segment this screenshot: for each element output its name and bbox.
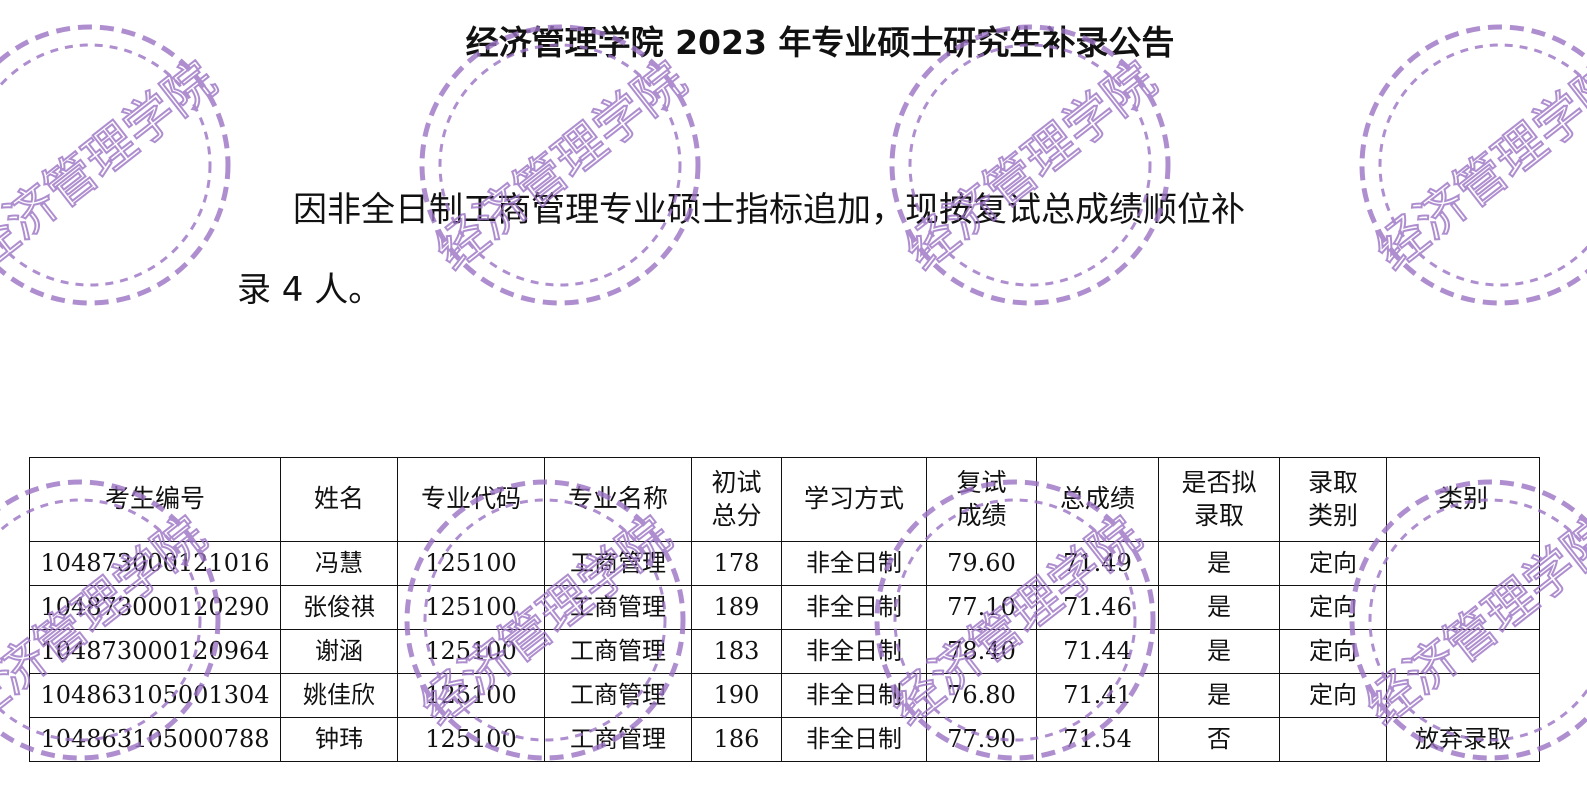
table-cell: 非全日制 bbox=[781, 585, 927, 630]
table-row: 104873000120964 谢涵 125100 工商管理 183 非全日制 78.40 7… bbox=[29, 629, 1540, 674]
table-cell: 非全日制 bbox=[781, 629, 927, 674]
table-cell: 非全日制 bbox=[781, 673, 927, 718]
table-cell bbox=[1279, 717, 1387, 762]
column-header: 学习方式 bbox=[781, 457, 927, 542]
table-cell: 71.54 bbox=[1036, 717, 1159, 762]
table-cell: 定向 bbox=[1279, 629, 1387, 674]
table-cell: 是 bbox=[1158, 673, 1280, 718]
svg-text:经济管理学院: 经济管理学院 bbox=[0, 51, 227, 281]
column-header: 初试 总分 bbox=[691, 457, 782, 542]
table-header-row: 考生编号 姓名 专业代码 专业名称 初试 总分 学习方式 复试 成绩 总成绩 是否拟 录取 录取 … bbox=[29, 457, 1540, 542]
table-cell: 是 bbox=[1158, 585, 1280, 630]
table-cell: 定向 bbox=[1279, 541, 1387, 586]
table-cell: 77.10 bbox=[926, 585, 1037, 630]
table-cell bbox=[1386, 673, 1540, 718]
table-cell: 125100 bbox=[397, 585, 545, 630]
table-cell: 104873000121016 bbox=[29, 541, 281, 586]
table-cell: 冯慧 bbox=[280, 541, 398, 586]
table-cell: 否 bbox=[1158, 717, 1280, 762]
table-cell: 71.41 bbox=[1036, 673, 1159, 718]
admission-table: 考生编号 姓名 专业代码 专业名称 初试 总分 学习方式 复试 成绩 总成绩 是否拟 录取 录取 … bbox=[29, 457, 1540, 762]
table-cell: 71.44 bbox=[1036, 629, 1159, 674]
table-row: 104863105001304 姚佳欣 125100 工商管理 190 非全日制 76.80… bbox=[29, 673, 1540, 718]
table-cell: 是 bbox=[1158, 541, 1280, 586]
column-header: 考生编号 bbox=[29, 457, 281, 542]
table-cell: 183 bbox=[691, 629, 782, 674]
table-cell: 是 bbox=[1158, 629, 1280, 674]
table-cell: 77.90 bbox=[926, 717, 1037, 762]
table-cell: 178 bbox=[691, 541, 782, 586]
table-cell: 104863105000788 bbox=[29, 717, 281, 762]
table-cell: 71.46 bbox=[1036, 585, 1159, 630]
table-row: 104863105000788 钟玮 125100 工商管理 186 非全日制 77.90 7… bbox=[29, 717, 1540, 762]
table-cell: 125100 bbox=[397, 629, 545, 674]
svg-text:经济管理学院: 经济管理学院 bbox=[1365, 51, 1587, 281]
svg-text:经济管理学院: 经济管理学院 bbox=[425, 51, 697, 281]
table-cell: 工商管理 bbox=[544, 629, 692, 674]
column-header: 姓名 bbox=[280, 457, 398, 542]
announcement-text-line1: 因非全日制工商管理专业硕士指标追加，现按复试总成绩顺位补 bbox=[293, 190, 1245, 230]
table-cell bbox=[1386, 585, 1540, 630]
page-title: 经济管理学院 2023 年专业硕士研究生补录公告 bbox=[465, 23, 1175, 62]
table-cell bbox=[1386, 629, 1540, 674]
table-cell: 125100 bbox=[397, 673, 545, 718]
column-header: 复试 成绩 bbox=[926, 457, 1037, 542]
table-cell: 104863105001304 bbox=[29, 673, 281, 718]
table-cell: 定向 bbox=[1279, 673, 1387, 718]
table-cell: 钟玮 bbox=[280, 717, 398, 762]
table-cell: 姚佳欣 bbox=[280, 673, 398, 718]
svg-text:经济管理学院: 经济管理学院 bbox=[895, 51, 1167, 281]
table-cell: 非全日制 bbox=[781, 541, 927, 586]
table-cell: 非全日制 bbox=[781, 717, 927, 762]
watermark-stamp: 经济管理学院 bbox=[419, 24, 701, 306]
table-cell: 76.80 bbox=[926, 673, 1037, 718]
table-cell: 186 bbox=[691, 717, 782, 762]
table-cell: 125100 bbox=[397, 717, 545, 762]
table-cell: 工商管理 bbox=[544, 541, 692, 586]
table-cell: 定向 bbox=[1279, 585, 1387, 630]
watermark-stamp: 经济管理学院 bbox=[1359, 24, 1587, 306]
table-cell: 谢涵 bbox=[280, 629, 398, 674]
table-cell: 79.60 bbox=[926, 541, 1037, 586]
announcement-text-line2: 录 4 人。 bbox=[237, 270, 383, 310]
table-cell: 125100 bbox=[397, 541, 545, 586]
table-cell: 工商管理 bbox=[544, 673, 692, 718]
watermark-stamp: 经济管理学院 bbox=[889, 24, 1171, 306]
table-cell: 189 bbox=[691, 585, 782, 630]
column-header: 总成绩 bbox=[1036, 457, 1159, 542]
column-header: 专业名称 bbox=[544, 457, 692, 542]
column-header: 专业代码 bbox=[397, 457, 545, 542]
table-cell: 104873000120964 bbox=[29, 629, 281, 674]
table-cell: 71.49 bbox=[1036, 541, 1159, 586]
watermark-stamp: 经济管理学院 bbox=[0, 24, 231, 306]
table-cell: 78.40 bbox=[926, 629, 1037, 674]
table-cell: 放弃录取 bbox=[1386, 717, 1540, 762]
table-cell: 工商管理 bbox=[544, 717, 692, 762]
table-cell: 190 bbox=[691, 673, 782, 718]
table-row: 104873000121016 冯慧 125100 工商管理 178 非全日制 79.60 7… bbox=[29, 541, 1540, 586]
column-header: 类别 bbox=[1386, 457, 1540, 542]
table-cell bbox=[1386, 541, 1540, 586]
table-cell: 104873000120290 bbox=[29, 585, 281, 630]
table-cell: 张俊祺 bbox=[280, 585, 398, 630]
table-cell: 工商管理 bbox=[544, 585, 692, 630]
column-header: 是否拟 录取 bbox=[1158, 457, 1280, 542]
table-row: 104873000120290 张俊祺 125100 工商管理 189 非全日制 77.10… bbox=[29, 585, 1540, 630]
column-header: 录取 类别 bbox=[1279, 457, 1387, 542]
